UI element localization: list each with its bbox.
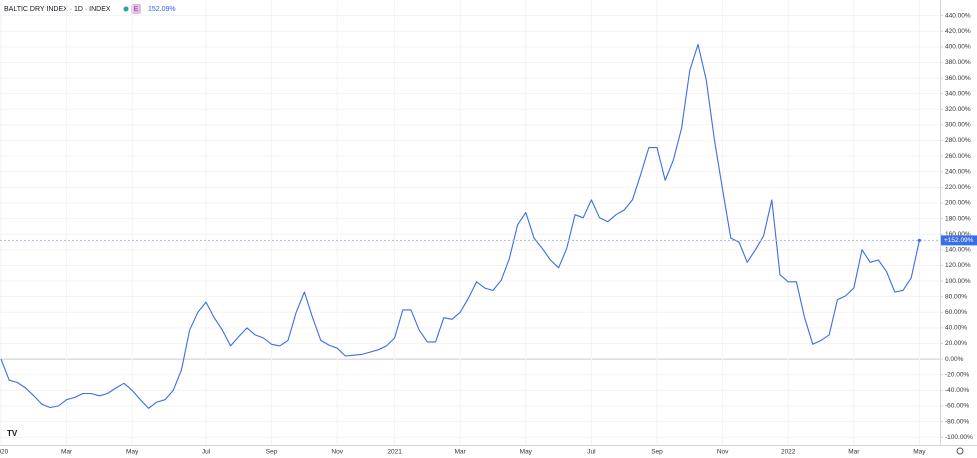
y-tick-label: -60.00%: [945, 403, 969, 410]
line-series: [0, 43, 920, 409]
y-tick-label: 420.00%: [945, 28, 971, 35]
settings-icon[interactable]: [956, 447, 964, 455]
x-tick-label: Jul: [202, 449, 211, 456]
y-tick-label: 320.00%: [945, 106, 971, 113]
x-tick-label: Mar: [61, 449, 73, 456]
last-point: [917, 238, 922, 242]
badge[interactable]: E: [134, 6, 139, 13]
y-tick-label: 60.00%: [945, 309, 967, 316]
y-tick-label: 340.00%: [945, 90, 971, 97]
y-tick-label: 220.00%: [945, 184, 971, 191]
x-tick-label: May: [520, 449, 533, 456]
last-value-box: [941, 235, 977, 246]
symbol-title[interactable]: BALTIC DRY INDEX · 1D · INDEX: [4, 6, 111, 13]
y-tick-label: 40.00%: [945, 325, 967, 332]
x-tick-label: Nov: [717, 449, 729, 456]
tv-logo[interactable]: TV: [5, 428, 19, 438]
logo-text: TV: [7, 429, 18, 438]
y-tick-label: 380.00%: [945, 59, 971, 66]
y-tick-label: 240.00%: [945, 168, 971, 175]
y-tick-label: 80.00%: [945, 293, 967, 300]
y-tick-label: 440.00%: [945, 12, 971, 19]
y-tick-label: 120.00%: [945, 262, 971, 269]
x-tick-label: Sep: [266, 449, 278, 456]
change-value: 152.09%: [148, 6, 176, 13]
y-tick-label: 100.00%: [945, 278, 971, 285]
x-tick-label: 2021: [387, 449, 402, 456]
x-tick-label: May: [126, 449, 139, 456]
x-tick-label: Nov: [331, 449, 343, 456]
y-tick-label: 180.00%: [945, 215, 971, 222]
x-tick-label: Mar: [455, 449, 467, 456]
y-tick-label: -100.00%: [945, 434, 973, 441]
x-tick-label: 2020: [0, 449, 9, 456]
last-value-label: +152.09%: [944, 237, 974, 244]
y-tick-label: -80.00%: [945, 418, 969, 425]
logo-bg: [5, 428, 19, 438]
y-tick-label: 260.00%: [945, 153, 971, 160]
x-tick-label: Jul: [587, 449, 596, 456]
gear: [956, 447, 964, 455]
y-tick-label: 360.00%: [945, 75, 971, 82]
status-dot: [123, 6, 129, 12]
y-tick-label: 200.00%: [945, 200, 971, 207]
y-tick-label: 140.00%: [945, 247, 971, 254]
y-tick-label: 280.00%: [945, 137, 971, 144]
y-tick-label: 160.00%: [945, 231, 971, 238]
x-tick-label: May: [913, 449, 926, 456]
y-tick-label: 300.00%: [945, 122, 971, 129]
y-tick-label: 0.00%: [945, 356, 964, 363]
y-tick-label: 20.00%: [945, 340, 967, 347]
badge-box[interactable]: [131, 4, 141, 14]
y-tick-label: 400.00%: [945, 44, 971, 51]
x-tick-label: Mar: [848, 449, 860, 456]
y-tick-label: -20.00%: [945, 371, 969, 378]
y-tick-label: -40.00%: [945, 387, 969, 394]
x-tick-label: Sep: [651, 449, 663, 456]
x-tick-label: 2022: [781, 449, 796, 456]
